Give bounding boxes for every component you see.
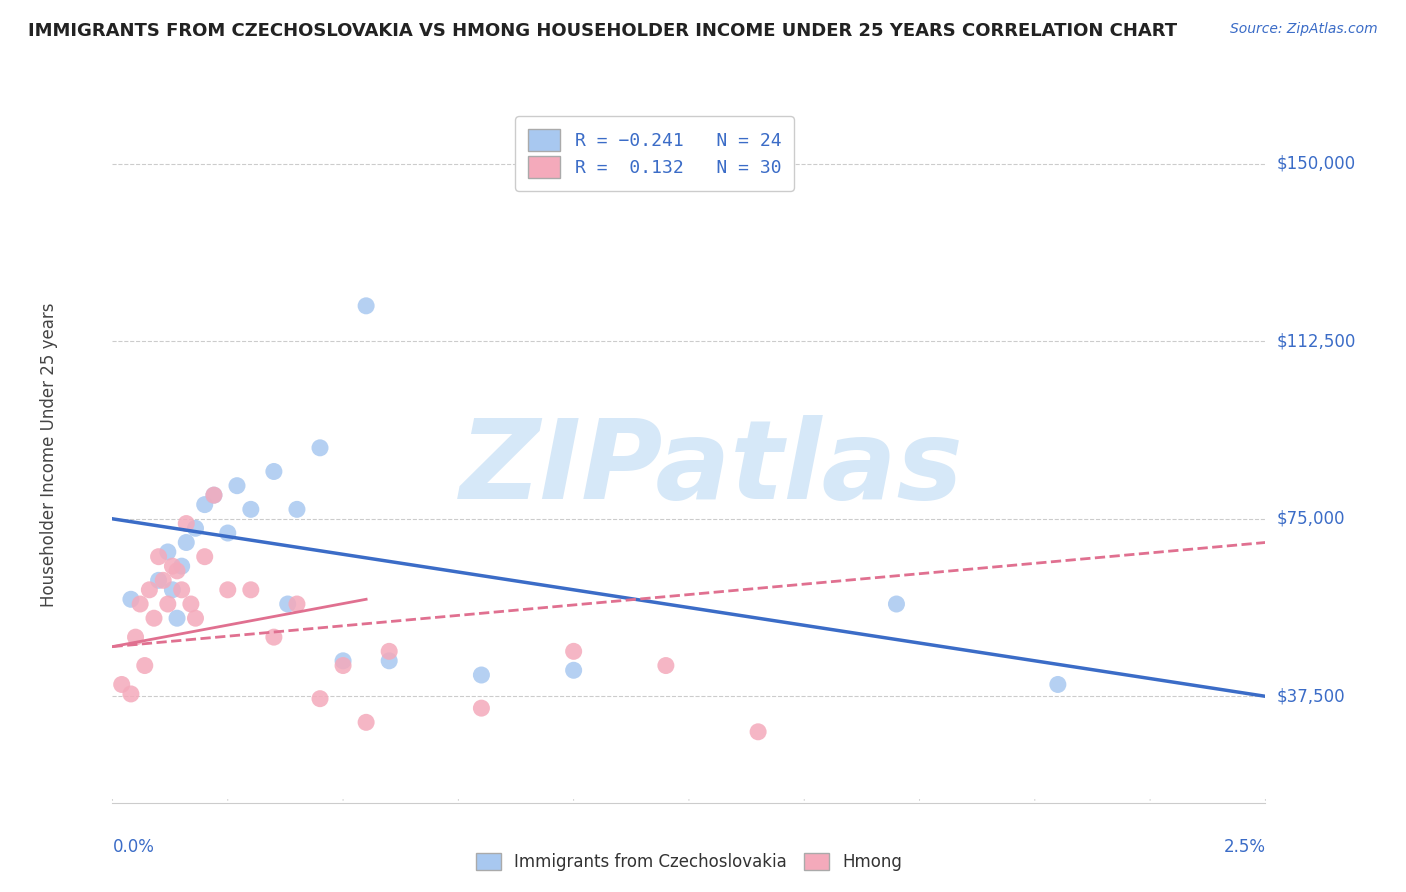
Legend: Immigrants from Czechoslovakia, Hmong: Immigrants from Czechoslovakia, Hmong: [470, 847, 908, 878]
Text: Source: ZipAtlas.com: Source: ZipAtlas.com: [1230, 22, 1378, 37]
Point: [166, 611, 188, 625]
Text: $37,500: $37,500: [1277, 688, 1346, 706]
Point: [202, 488, 225, 502]
Point: [277, 597, 299, 611]
Text: 0.0%: 0.0%: [112, 838, 155, 855]
Point: [378, 644, 401, 658]
Text: $75,000: $75,000: [1277, 510, 1346, 528]
Point: [166, 564, 188, 578]
Point: [129, 597, 152, 611]
Point: [354, 299, 377, 313]
Point: [309, 691, 332, 706]
Point: [470, 668, 492, 682]
Point: [239, 582, 262, 597]
Point: [170, 582, 193, 597]
Point: [148, 574, 170, 588]
Point: [162, 582, 184, 597]
Point: [194, 549, 217, 564]
Point: [184, 521, 207, 535]
Point: [194, 498, 217, 512]
Text: IMMIGRANTS FROM CZECHOSLOVAKIA VS HMONG HOUSEHOLDER INCOME UNDER 25 YEARS CORREL: IMMIGRANTS FROM CZECHOSLOVAKIA VS HMONG …: [28, 22, 1177, 40]
Point: [111, 677, 134, 691]
Point: [378, 654, 401, 668]
Point: [285, 502, 308, 516]
Point: [184, 611, 207, 625]
Point: [143, 611, 166, 625]
Text: $112,500: $112,500: [1277, 333, 1355, 351]
Point: [174, 516, 197, 531]
Point: [354, 715, 377, 730]
Point: [148, 549, 170, 564]
Point: [124, 630, 146, 644]
Point: [263, 465, 285, 479]
Point: [156, 545, 179, 559]
Point: [285, 597, 308, 611]
Point: [332, 654, 354, 668]
Point: [120, 687, 142, 701]
Point: [263, 630, 285, 644]
Text: ZIPatlas: ZIPatlas: [460, 416, 965, 523]
Point: [562, 663, 585, 677]
Point: [747, 724, 769, 739]
Text: Householder Income Under 25 years: Householder Income Under 25 years: [39, 302, 58, 607]
Point: [217, 526, 239, 541]
Point: [134, 658, 156, 673]
Point: [138, 582, 160, 597]
Point: [1046, 677, 1069, 691]
Point: [886, 597, 908, 611]
Point: [174, 535, 197, 549]
Point: [180, 597, 202, 611]
Point: [170, 559, 193, 574]
Point: [309, 441, 332, 455]
Point: [217, 582, 239, 597]
Point: [156, 597, 179, 611]
Point: [470, 701, 492, 715]
Text: 2.5%: 2.5%: [1223, 838, 1265, 855]
Point: [162, 559, 184, 574]
Point: [202, 488, 225, 502]
Point: [120, 592, 142, 607]
Point: [655, 658, 678, 673]
Point: [332, 658, 354, 673]
Point: [562, 644, 585, 658]
Point: [239, 502, 262, 516]
Point: [152, 574, 174, 588]
Text: $150,000: $150,000: [1277, 155, 1355, 173]
Point: [226, 478, 249, 492]
